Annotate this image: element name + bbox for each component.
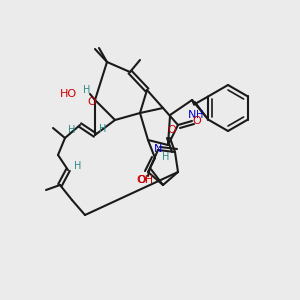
Text: H: H: [162, 152, 170, 162]
Text: O: O: [88, 97, 96, 107]
Text: OH: OH: [136, 175, 154, 185]
Text: O: O: [193, 116, 201, 126]
Text: N: N: [154, 144, 162, 154]
Text: H: H: [74, 161, 82, 171]
Text: O: O: [168, 125, 176, 135]
Text: O: O: [138, 175, 146, 185]
Text: H: H: [68, 125, 76, 135]
Text: H: H: [83, 85, 91, 95]
Text: HO: HO: [60, 89, 77, 99]
Text: H: H: [99, 124, 107, 134]
Text: N: N: [188, 110, 196, 119]
Text: H: H: [196, 110, 204, 119]
